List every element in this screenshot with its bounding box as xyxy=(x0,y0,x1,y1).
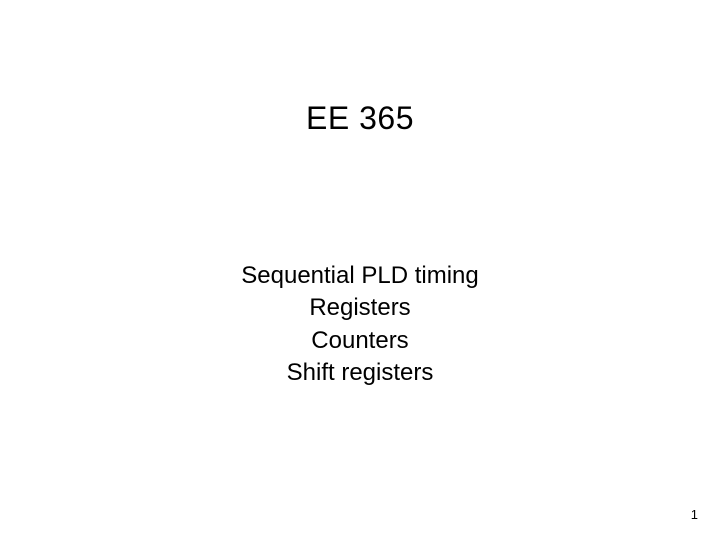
topics-list: Sequential PLD timing Registers Counters… xyxy=(0,260,720,390)
slide-title: EE 365 xyxy=(0,100,720,137)
page-number: 1 xyxy=(691,507,698,522)
topic-item: Registers xyxy=(0,292,720,324)
topic-item: Counters xyxy=(0,325,720,357)
topic-item: Sequential PLD timing xyxy=(0,260,720,292)
slide-container: EE 365 Sequential PLD timing Registers C… xyxy=(0,0,720,540)
topic-item: Shift registers xyxy=(0,357,720,389)
